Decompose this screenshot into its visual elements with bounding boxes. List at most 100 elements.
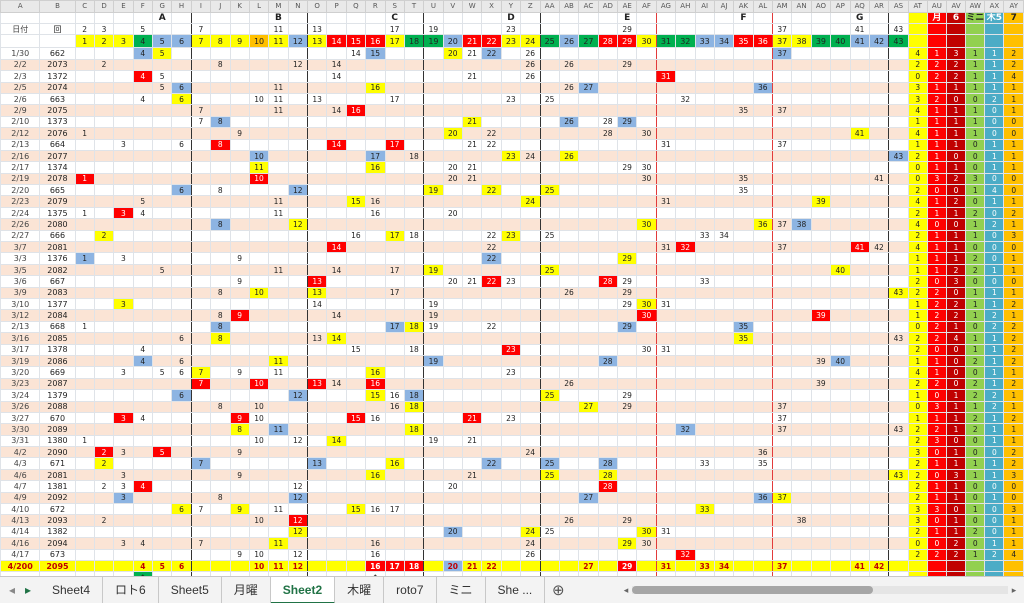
cell-aq[interactable] — [849, 309, 870, 322]
cell-at[interactable]: 2 — [907, 525, 928, 539]
cell-au[interactable]: 1 — [926, 457, 947, 470]
cell-t[interactable] — [403, 241, 425, 254]
cell-as[interactable] — [888, 252, 909, 265]
cell-ae[interactable] — [616, 263, 638, 277]
cell-aa[interactable] — [539, 548, 560, 561]
cell-ae[interactable] — [616, 468, 638, 482]
cell-a[interactable]: 2/9 — [0, 104, 41, 117]
cell-ag[interactable] — [655, 411, 677, 425]
cell-ax[interactable]: 1 — [984, 47, 1005, 60]
cell-k[interactable]: 9 — [229, 366, 250, 379]
cell-al[interactable] — [752, 468, 774, 482]
column-header-ae[interactable]: AE — [616, 0, 638, 13]
cell-aj[interactable] — [713, 377, 735, 391]
cell-a[interactable]: 2/6 — [0, 92, 41, 106]
cell-z[interactable]: 24 — [520, 537, 541, 550]
cell-ax[interactable]: 0 — [984, 241, 1005, 254]
column-header-ak[interactable]: AK — [733, 0, 754, 13]
cell-g[interactable] — [151, 127, 173, 140]
cell-k[interactable] — [229, 297, 250, 311]
header-cell-al[interactable] — [752, 22, 774, 36]
cell-aw[interactable]: 2 — [965, 354, 986, 368]
cell-o[interactable] — [306, 70, 328, 83]
cell-m[interactable]: 11 — [268, 104, 289, 117]
cell-y[interactable] — [500, 104, 522, 117]
cell-ak[interactable] — [733, 537, 754, 550]
cell-ax[interactable]: 0 — [984, 127, 1005, 140]
header-cell-z[interactable] — [520, 22, 541, 36]
cell-s[interactable] — [384, 468, 405, 482]
number-header-ae[interactable]: 29 — [616, 34, 638, 49]
cell-c[interactable] — [74, 343, 95, 356]
cell-l[interactable]: 10 — [248, 548, 270, 561]
cell-aq[interactable] — [849, 115, 870, 129]
cell-g[interactable]: 5 — [151, 70, 173, 83]
cell-ap[interactable] — [830, 184, 851, 197]
cell-d[interactable] — [93, 92, 115, 106]
cell-ad[interactable] — [597, 206, 619, 220]
cell-ax[interactable]: 2 — [984, 320, 1005, 334]
cell-ar[interactable] — [868, 263, 890, 277]
cell-d[interactable]: 2 — [93, 58, 115, 72]
cell-w[interactable]: 21 — [461, 468, 483, 482]
cell-aj[interactable] — [713, 332, 735, 345]
cell-s[interactable]: 17 — [384, 138, 405, 151]
cell-s[interactable] — [384, 115, 405, 129]
cell-p[interactable]: 14 — [326, 241, 347, 254]
cell-g[interactable] — [151, 309, 173, 322]
cell-an[interactable] — [791, 70, 812, 83]
cell-g[interactable] — [151, 241, 173, 254]
cell-ax[interactable]: 1 — [984, 457, 1005, 470]
cell-e[interactable] — [113, 195, 134, 208]
cell-y[interactable] — [500, 115, 522, 129]
cell-w[interactable] — [461, 184, 483, 197]
cell-aj[interactable] — [713, 92, 735, 106]
cell-ar[interactable] — [868, 47, 890, 60]
cell-d[interactable] — [93, 195, 115, 208]
cell-r[interactable] — [365, 58, 386, 72]
total-cell-x[interactable]: 22 — [481, 559, 502, 573]
cell-f[interactable] — [132, 332, 154, 345]
cell-ab[interactable] — [558, 138, 580, 151]
cell-s[interactable] — [384, 218, 405, 231]
cell-g[interactable] — [151, 525, 173, 539]
cell-ak[interactable] — [733, 115, 754, 129]
cell-am[interactable] — [771, 468, 793, 482]
cell-s[interactable] — [384, 47, 405, 60]
cell-ay[interactable]: 4 — [1003, 548, 1024, 561]
cell-c[interactable]: 1 — [74, 127, 95, 140]
cell-h[interactable] — [171, 297, 192, 311]
cell-m[interactable] — [268, 343, 289, 356]
cell-ak[interactable] — [733, 525, 754, 539]
cell-r[interactable]: 16 — [365, 502, 386, 516]
cell-aq[interactable] — [849, 47, 870, 60]
cell-as[interactable] — [888, 127, 909, 140]
cell-z[interactable] — [520, 92, 541, 106]
cell-j[interactable] — [210, 229, 231, 243]
cell-a[interactable]: 4/17 — [0, 548, 41, 561]
cell-aq[interactable] — [849, 400, 870, 413]
cell-h[interactable] — [171, 514, 192, 527]
header-cell-af[interactable] — [636, 22, 657, 36]
cell-ah[interactable] — [675, 229, 696, 243]
cell-o[interactable] — [306, 115, 328, 129]
cell-j[interactable] — [210, 537, 231, 550]
cell-y[interactable] — [500, 457, 522, 470]
cell-y[interactable] — [500, 434, 522, 448]
column-header-z[interactable]: Z — [520, 0, 541, 13]
cell-h[interactable] — [171, 423, 192, 436]
cell-as[interactable] — [888, 491, 909, 505]
cell-v[interactable] — [442, 263, 464, 277]
cell-q[interactable] — [345, 149, 367, 163]
cell-aa[interactable] — [539, 161, 560, 174]
cell-ar[interactable] — [868, 184, 890, 197]
cell-y[interactable] — [500, 309, 522, 322]
cell-am[interactable]: 37 — [771, 241, 793, 254]
cell-f[interactable]: 4 — [132, 480, 154, 493]
cell-b[interactable]: 2084 — [39, 309, 76, 322]
cell-j[interactable] — [210, 548, 231, 561]
cell-ay[interactable]: 3 — [1003, 502, 1024, 516]
cell-ah[interactable] — [675, 172, 696, 186]
cell-b[interactable]: 2090 — [39, 446, 76, 459]
column-header-aa[interactable]: AA — [539, 0, 560, 13]
